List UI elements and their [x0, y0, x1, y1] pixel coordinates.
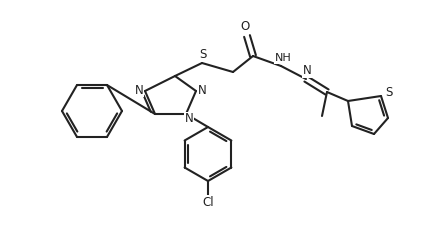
Text: N: N — [198, 84, 206, 96]
Text: S: S — [200, 48, 207, 62]
Text: S: S — [385, 87, 393, 99]
Text: N: N — [184, 113, 194, 125]
Text: Cl: Cl — [202, 195, 214, 208]
Text: NH: NH — [275, 53, 292, 63]
Text: N: N — [135, 84, 143, 96]
Text: O: O — [240, 21, 250, 33]
Text: N: N — [303, 65, 311, 77]
